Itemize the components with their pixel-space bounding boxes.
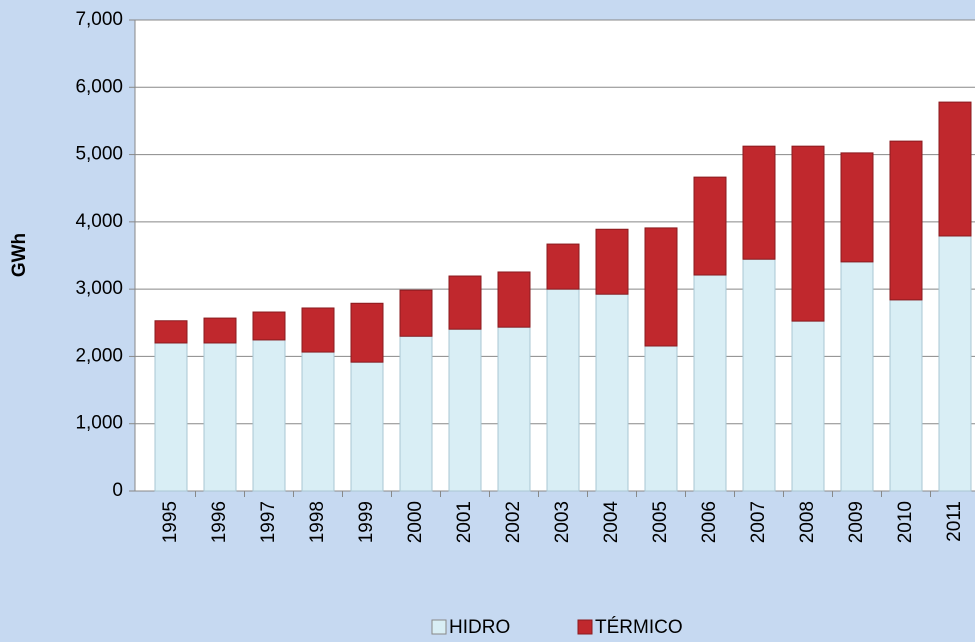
bar-segment xyxy=(693,274,727,492)
bar-segment xyxy=(644,345,678,492)
x-tick-label: 2008 xyxy=(797,501,818,543)
bar-segment xyxy=(252,311,286,341)
x-tick-label: 2011 xyxy=(944,501,965,542)
x-tick-label: 2009 xyxy=(846,501,867,543)
bar-segment xyxy=(399,289,433,337)
x-tick-label: 1998 xyxy=(307,501,328,543)
bar-segment xyxy=(742,145,776,260)
x-tick-label: 1996 xyxy=(209,501,230,543)
bar-segment xyxy=(399,335,433,492)
y-tick-label: 2,000 xyxy=(75,345,123,366)
y-tick-label: 0 xyxy=(112,480,123,501)
bar-segment xyxy=(154,320,188,344)
bar-segment xyxy=(448,275,482,330)
bar-segment xyxy=(301,307,335,353)
y-tick-label: 3,000 xyxy=(75,278,123,299)
y-tick-label: 1,000 xyxy=(75,413,123,434)
bar-segment xyxy=(840,152,874,263)
legend-swatch xyxy=(431,619,447,635)
bar-segment xyxy=(889,299,923,492)
bar-segment xyxy=(546,288,580,492)
x-tick-label: 2006 xyxy=(699,501,720,543)
x-tick-label: 2001 xyxy=(454,501,475,543)
bar-segment xyxy=(938,235,972,492)
x-tick-label: 2005 xyxy=(650,501,671,543)
bar-segment xyxy=(203,317,237,344)
bar-segment xyxy=(791,320,825,492)
y-tick-label: 4,000 xyxy=(75,211,123,232)
x-tick-label: 1997 xyxy=(258,501,279,543)
bar-segment xyxy=(791,145,825,322)
y-tick-label: 5,000 xyxy=(75,144,123,165)
x-tick-label: 2004 xyxy=(601,501,622,544)
bar-segment xyxy=(203,342,237,492)
bar-segment xyxy=(938,101,972,237)
x-tick-label: 2010 xyxy=(895,501,916,543)
bar-segment xyxy=(546,243,580,290)
bar-segment xyxy=(448,328,482,492)
y-tick-label: 7,000 xyxy=(75,9,123,30)
bar-segment xyxy=(644,227,678,347)
x-tick-label: 2007 xyxy=(748,501,769,543)
x-tick-label: 1999 xyxy=(356,501,377,543)
bar-segment xyxy=(252,339,286,492)
bar-segment xyxy=(301,351,335,492)
legend-swatch xyxy=(577,619,593,635)
x-tick-label: 2002 xyxy=(503,501,524,543)
legend-label: TÉRMICO xyxy=(595,617,683,638)
bar-segment xyxy=(840,261,874,492)
y-tick-label: 6,000 xyxy=(75,76,123,97)
bar-segment xyxy=(154,342,188,492)
x-tick-label: 2000 xyxy=(405,501,426,543)
bar-segment xyxy=(742,258,776,492)
x-tick-label: 2003 xyxy=(552,501,573,543)
bar-segment xyxy=(595,228,629,295)
bar-segment xyxy=(350,302,384,363)
bar-segment xyxy=(693,176,727,276)
legend-label: HIDRO xyxy=(449,617,510,638)
bar-segment xyxy=(497,271,531,328)
bar-segment xyxy=(350,361,384,492)
y-axis-label: GWh xyxy=(9,233,30,277)
bar-segment xyxy=(889,140,923,301)
bar-segment xyxy=(497,326,531,492)
x-tick-label: 1995 xyxy=(160,501,181,543)
bar-segment xyxy=(595,293,629,492)
